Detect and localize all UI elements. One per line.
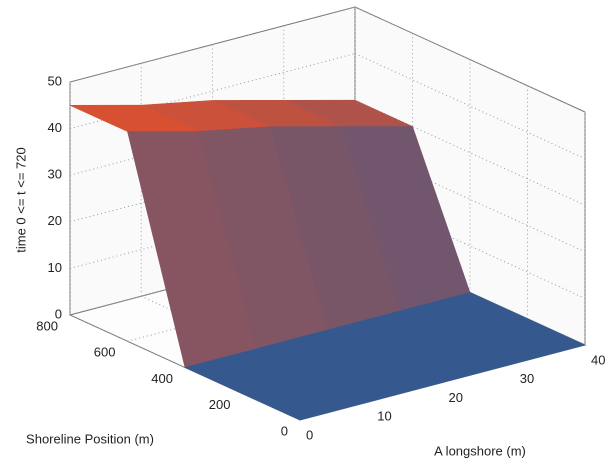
x-tick-label: 10 [377, 409, 391, 424]
z-axis-label: time 0 <= t <= 720 [13, 147, 28, 253]
x-tick-label: 40 [591, 352, 605, 367]
z-tick-label: 50 [48, 73, 62, 88]
z-tick-label: 20 [48, 213, 62, 228]
y-axis-label: Shoreline Position (m) [26, 431, 154, 446]
y-tick-label: 800 [36, 318, 58, 333]
x-tick-label: 30 [520, 371, 534, 386]
y-tick-label: 400 [151, 371, 173, 386]
x-tick-label: 20 [449, 390, 463, 405]
z-tick-label: 40 [48, 120, 62, 135]
x-tick-label: 0 [306, 427, 313, 442]
z-tick-label: 10 [48, 260, 62, 275]
z-tick-label: 0 [55, 306, 62, 321]
y-tick-label: 600 [94, 345, 116, 360]
y-tick-label: 200 [209, 397, 231, 412]
x-axis-label: A longshore (m) [434, 443, 526, 458]
y-tick-label: 0 [281, 423, 288, 438]
z-tick-label: 30 [48, 167, 62, 182]
surface-patch [241, 374, 373, 421]
